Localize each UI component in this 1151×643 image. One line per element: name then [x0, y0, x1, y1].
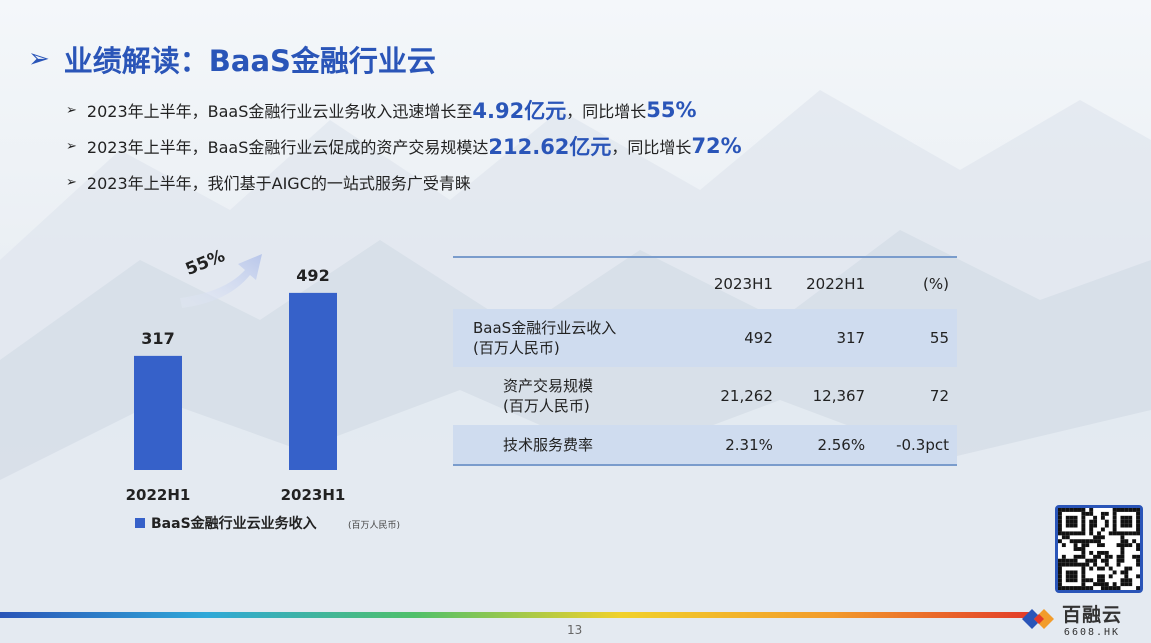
table-header-cell: 2023H1: [713, 274, 773, 293]
table-cell: -0.3pct: [896, 435, 949, 454]
bullet-highlight: 72%: [691, 134, 742, 158]
row-label: 资产交易规模 (百万人民币): [453, 367, 689, 425]
table-cell: 55: [929, 329, 949, 347]
table-cell: 492: [744, 329, 773, 347]
bullet-arrow-icon: ➢: [66, 174, 77, 190]
bullet-text: ，同比增长: [566, 102, 647, 121]
row-label-unit: (百万人民币): [473, 339, 560, 357]
table-row: 资产交易规模 (百万人民币) 21,262 12,367 72: [453, 367, 957, 425]
row-label-line: 技术服务费率: [503, 435, 594, 454]
row-label: BaaS金融行业云收入 (百万人民币): [453, 309, 689, 367]
bullet-arrow-icon: ➢: [66, 102, 77, 118]
table-cell: 2.56%: [817, 435, 866, 454]
table-header-cell: (%): [923, 274, 949, 293]
table-cell: 72: [929, 387, 949, 405]
bullet-text: 2023年上半年，BaaS金融行业云促成的资产交易规模达: [86, 138, 489, 157]
title-arrow-icon: ➢: [28, 44, 50, 74]
table-cell: 2.31%: [725, 435, 773, 454]
row-label-line: 资产交易规模: [503, 377, 594, 395]
bullet-item: ➢ 2023年上半年，BaaS金融行业云业务收入迅速增长至 4.92亿元 ，同比…: [66, 92, 742, 128]
table-header-cell: [453, 257, 689, 309]
metrics-table: 2023H1 2022H1 (%) BaaS金融行业云收入 (百万人民币) 49…: [453, 256, 957, 466]
page-number: 13: [567, 623, 583, 637]
table-row: BaaS金融行业云收入 (百万人民币) 492 317 55: [453, 309, 957, 367]
table-header-cell: 2022H1: [806, 274, 866, 293]
footer-rainbow-bar: [0, 612, 1035, 618]
qr-code-icon: [1058, 508, 1140, 590]
table-row: 技术服务费率 2.31% 2.56% -0.3pct: [453, 425, 957, 465]
bullet-highlight: 212.62亿元: [488, 135, 612, 159]
row-label: 技术服务费率: [453, 425, 689, 465]
table-cell: 21,262: [720, 387, 773, 405]
brand-name: 百融云: [1062, 604, 1123, 626]
bullet-list: ➢ 2023年上半年，BaaS金融行业云业务收入迅速增长至 4.92亿元 ，同比…: [66, 92, 742, 200]
bullet-item: ➢ 2023年上半年，BaaS金融行业云促成的资产交易规模达 212.62亿元 …: [66, 128, 742, 164]
row-label-unit: (百万人民币): [503, 397, 590, 415]
brand-logo: 百融云 6608.HK: [1020, 600, 1122, 638]
table-cell: 12,367: [812, 387, 866, 405]
brand-logo-icon: [1022, 609, 1054, 629]
brand-url: 6608.HK: [1063, 627, 1121, 638]
table-header-row: 2023H1 2022H1 (%): [453, 257, 957, 309]
table-cell: 317: [836, 329, 866, 347]
qr-code[interactable]: [1055, 505, 1143, 593]
row-label-line: BaaS金融行业云收入: [473, 319, 617, 337]
bullet-highlight: 4.92亿元: [472, 99, 567, 123]
page-title: ➢ 业绩解读：BaaS金融行业云: [28, 38, 436, 80]
bullet-arrow-icon: ➢: [66, 138, 77, 154]
bullet-highlight: 55%: [646, 98, 697, 122]
title-text: 业绩解读：BaaS金融行业云: [63, 44, 436, 78]
bullet-item: ➢ 2023年上半年，我们基于AIGC的一站式服务广受青睐: [66, 164, 742, 200]
bullet-text: 2023年上半年，BaaS金融行业云业务收入迅速增长至: [86, 102, 473, 121]
bullet-text: ，同比增长: [611, 138, 692, 157]
bullet-text: 2023年上半年，我们基于AIGC的一站式服务广受青睐: [86, 174, 471, 193]
